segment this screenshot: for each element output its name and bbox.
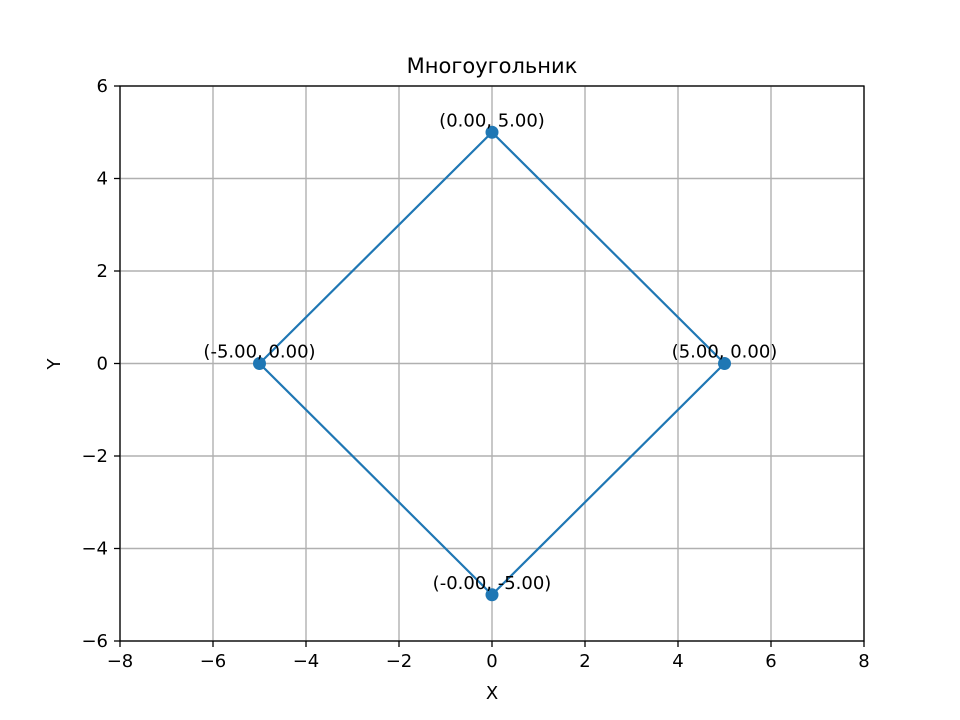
x-tick-label: 6 bbox=[765, 651, 776, 672]
y-tick-label: 6 bbox=[97, 76, 108, 97]
polygon-vertex-marker bbox=[718, 357, 731, 370]
polygon-vertex-marker bbox=[253, 357, 266, 370]
y-axis-title: Y bbox=[44, 358, 65, 371]
point-labels: (5.00, 0.00) (0.00, 5.00) (-5.00, 0.00) (-0… bbox=[203, 110, 777, 594]
x-tick-label: −6 bbox=[200, 651, 227, 672]
x-tick-label: −2 bbox=[386, 651, 413, 672]
x-tick-label: 2 bbox=[579, 651, 590, 672]
x-tick-label: 8 bbox=[858, 651, 869, 672]
vertex-coordinate-label: (5.00, 0.00) bbox=[672, 342, 778, 363]
y-tick-label: −2 bbox=[81, 446, 108, 467]
y-tick-label: 4 bbox=[97, 169, 108, 190]
y-tick-label: −4 bbox=[81, 539, 108, 560]
vertex-coordinate-label: (-5.00, 0.00) bbox=[203, 342, 315, 363]
y-tick-label: 0 bbox=[97, 354, 108, 375]
y-tick-label: −6 bbox=[81, 631, 108, 652]
x-tick-label: −8 bbox=[107, 651, 134, 672]
polygon-series bbox=[253, 125, 731, 602]
x-axis-title: X bbox=[486, 683, 498, 704]
chart-title: Многоугольник bbox=[407, 54, 578, 78]
x-tick-label: 0 bbox=[486, 651, 497, 672]
x-tick-label: −4 bbox=[293, 651, 320, 672]
vertex-coordinate-label: (-0.00, -5.00) bbox=[433, 573, 552, 594]
x-tick-label: 4 bbox=[672, 651, 683, 672]
grid bbox=[119, 85, 865, 642]
polygon-vertex-marker bbox=[485, 125, 499, 139]
y-tick-label: 2 bbox=[97, 261, 108, 282]
vertex-coordinate-label: (0.00, 5.00) bbox=[439, 110, 545, 131]
polygon-vertex-marker bbox=[485, 588, 499, 602]
